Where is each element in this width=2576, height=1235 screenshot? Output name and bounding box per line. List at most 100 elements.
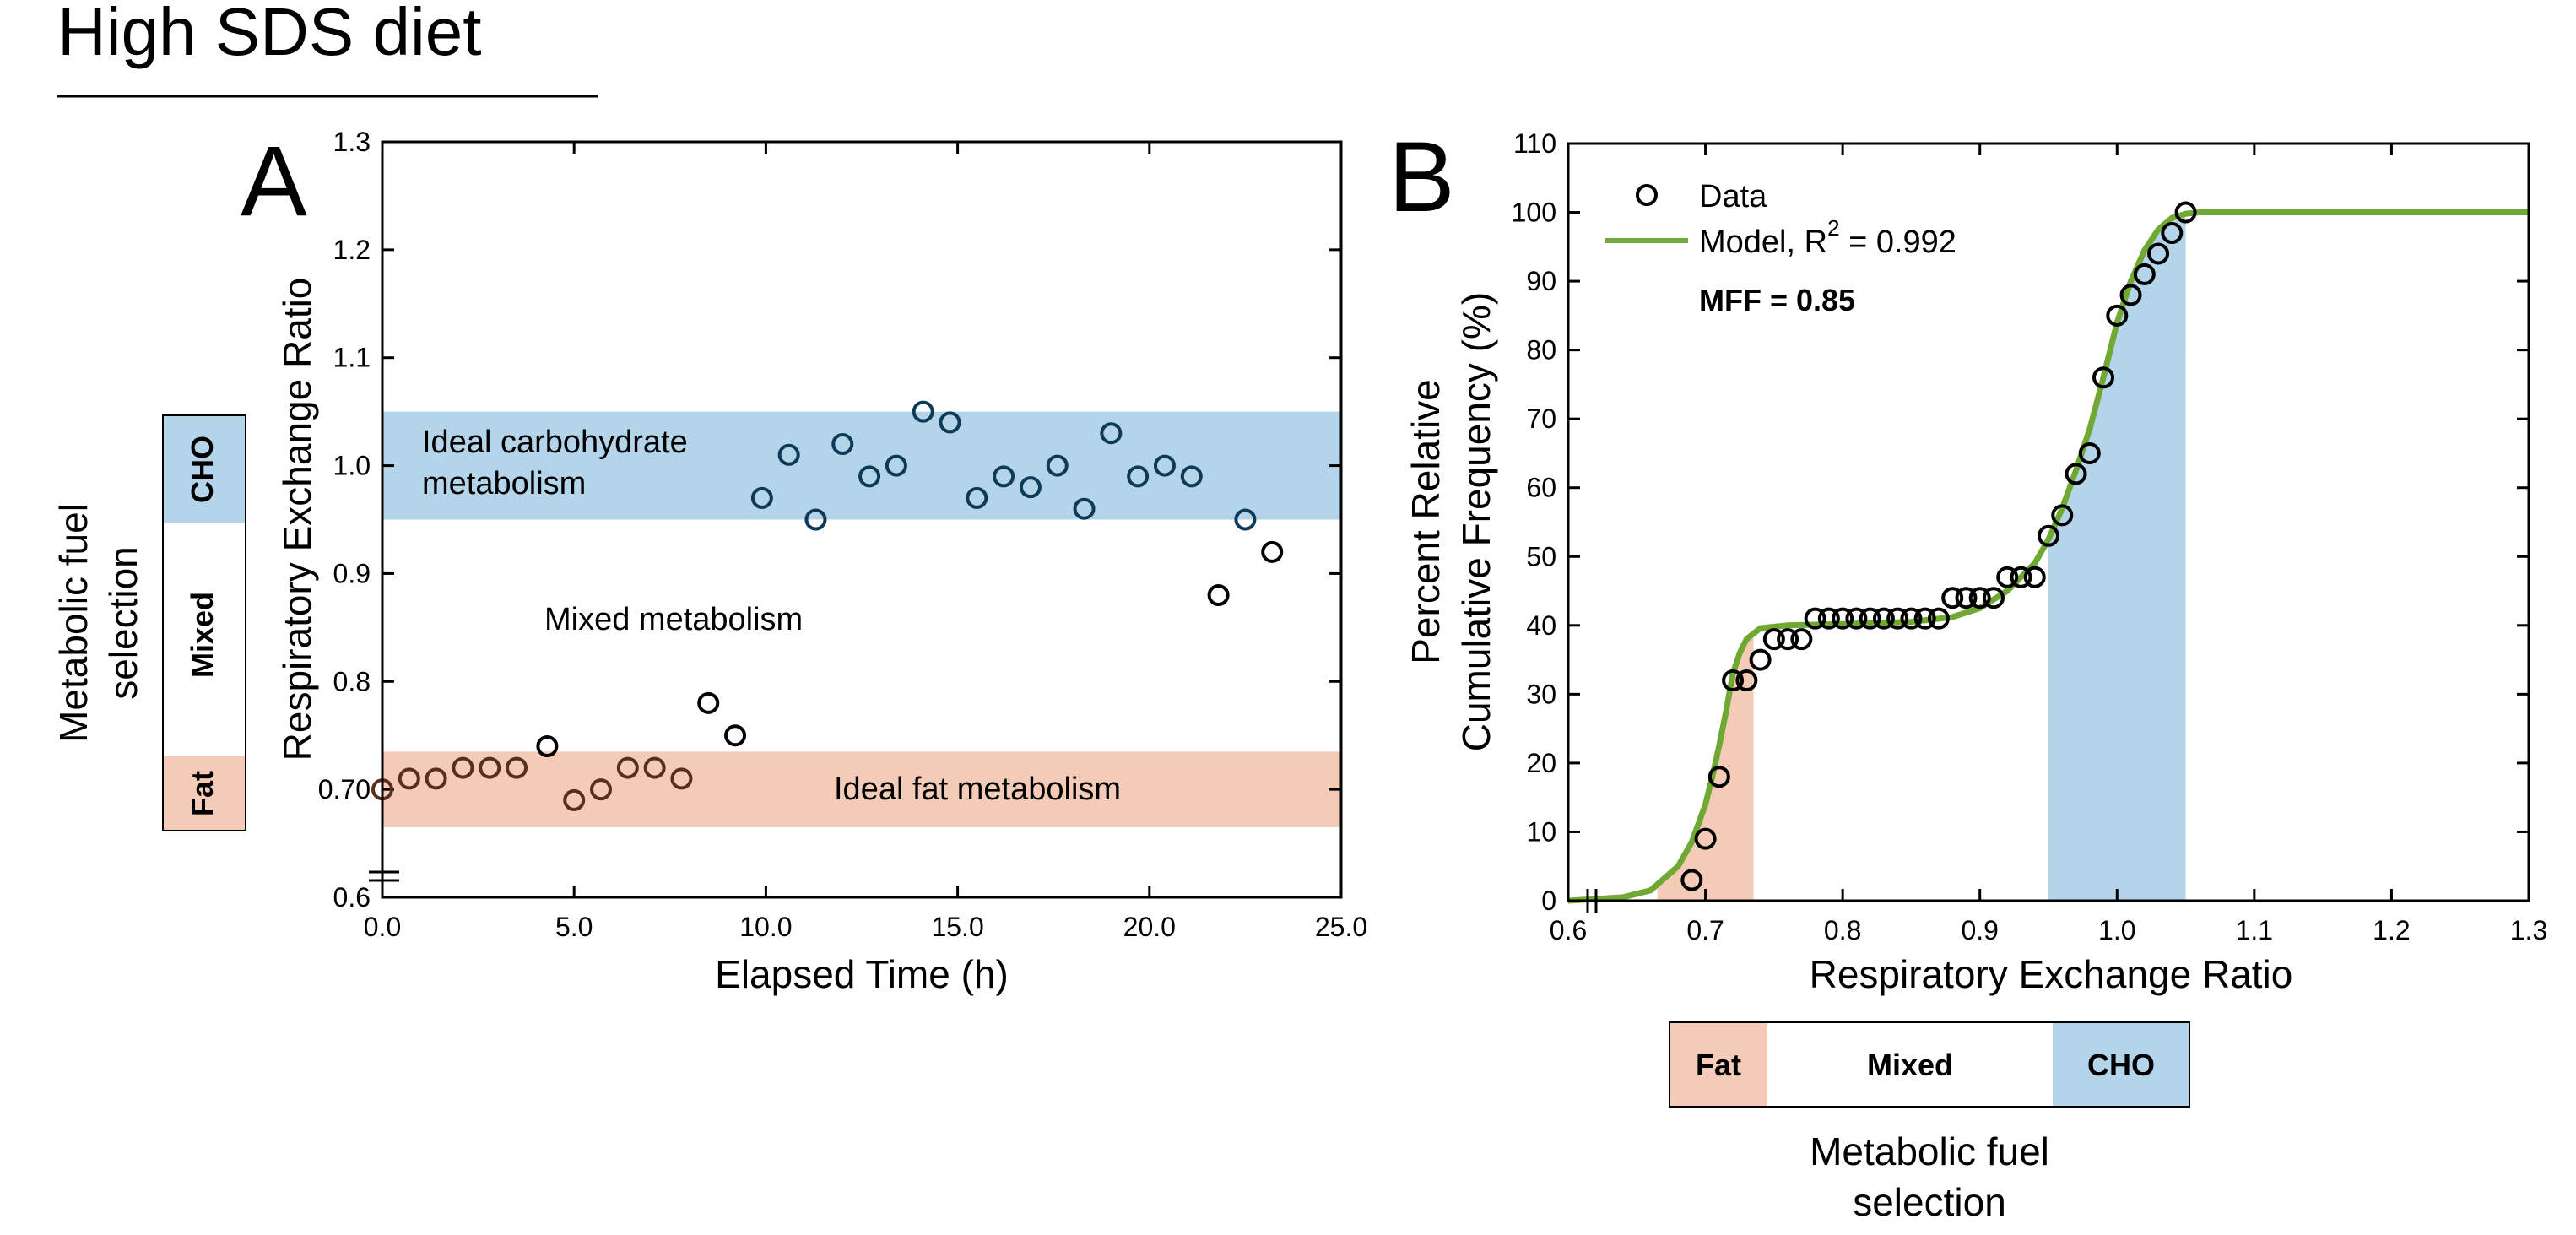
data-point xyxy=(1749,648,1772,671)
data-point xyxy=(750,486,773,509)
data-point xyxy=(590,778,613,801)
y-tick-label: 0.70 xyxy=(318,774,371,804)
data-point xyxy=(2119,284,2142,306)
panel-b-ylabel-line2: Cumulative Frequency (%) xyxy=(1454,292,1498,752)
x-tick-label: 15.0 xyxy=(931,912,983,942)
data-point xyxy=(1941,587,1964,609)
data-point xyxy=(643,756,666,779)
y-tick-label: 70 xyxy=(1526,404,1556,434)
data-point xyxy=(2161,222,2184,245)
x-tick-label: 0.9 xyxy=(1961,915,1998,945)
data-point xyxy=(1180,465,1203,488)
data-point xyxy=(1777,628,1799,651)
data-point xyxy=(1996,566,2019,588)
mixed-metabolism-label: Mixed metabolism xyxy=(544,602,803,637)
fuel-hlabel-mixed: Mixed xyxy=(1867,1048,1953,1082)
fuel-hbar-fat xyxy=(1670,1022,1767,1107)
fuel-selection-horizontal: Fat Mixed CHO Metabolic fuel selection xyxy=(1669,1021,2190,1224)
y-tick-label: 0.6 xyxy=(333,882,371,913)
data-point xyxy=(1707,766,1730,788)
data-point xyxy=(1927,607,1950,630)
y-tick-label: 60 xyxy=(1526,473,1556,503)
fuel-bar-fat xyxy=(163,756,246,831)
data-point xyxy=(1722,669,1745,692)
data-point xyxy=(2023,566,2046,588)
x-tick-label: 0.6 xyxy=(1550,915,1587,945)
data-point xyxy=(2038,524,2059,547)
panel-b-xlabel: Respiratory Exchange Ratio xyxy=(1810,952,2293,996)
y-tick-label: 0 xyxy=(1541,886,1556,916)
data-point xyxy=(1900,607,1923,630)
data-point xyxy=(1872,607,1895,630)
band-cho-label-line1: Ideal carbohydrate xyxy=(422,425,688,460)
page-title: High SDS diet xyxy=(57,0,481,69)
data-point xyxy=(2051,504,2074,527)
data-point xyxy=(1817,607,1840,630)
fuel-hbar-mixed xyxy=(1767,1022,2053,1107)
data-point xyxy=(536,735,559,757)
fuel-htitle-line2: selection xyxy=(1853,1180,2006,1224)
data-point xyxy=(993,465,1015,488)
data-point xyxy=(2106,304,2129,327)
panel-a-letter: A xyxy=(241,126,307,237)
band-fat-label: Ideal fat metabolism xyxy=(834,772,1121,807)
data-point xyxy=(1127,465,1150,488)
fuel-label-cho: CHO xyxy=(185,436,219,503)
fuel-selection-vertical: CHO Mixed Fat Metabolic fuel selection xyxy=(51,414,246,831)
y-tick-label: 1.3 xyxy=(333,127,371,157)
panel-b-chart: 0 10 20 30 40 50 60 70 80 90 100 110 0.6 0.7 0.8 0.9 1.0… xyxy=(1404,128,2547,996)
legend-data-label: Data xyxy=(1699,179,1767,214)
fuel-title-line1: Metabolic fuel xyxy=(51,503,95,743)
data-point xyxy=(1046,454,1069,477)
data-point xyxy=(1982,587,2005,609)
x-tick-label: 1.2 xyxy=(2373,915,2410,945)
y-tick-label: 10 xyxy=(1526,816,1556,847)
y-tick-label: 100 xyxy=(1512,198,1556,228)
data-point xyxy=(1680,869,1703,891)
panel-a-chart: Ideal carbohydrate metabolism Ideal fat … xyxy=(275,127,1367,996)
data-point xyxy=(1968,587,1991,609)
data-point xyxy=(1762,628,1785,651)
data-point xyxy=(2078,441,2101,464)
data-point xyxy=(1735,669,1758,692)
panel-a-xlabel: Elapsed Time (h) xyxy=(715,952,1009,996)
data-point xyxy=(2133,263,2156,285)
data-point xyxy=(724,724,747,747)
y-tick-label: 1.0 xyxy=(333,451,371,481)
panel-b-axis-break xyxy=(1586,889,1598,913)
fuel-hlabel-fat: Fat xyxy=(1696,1048,1741,1082)
y-tick-label: 1.2 xyxy=(333,235,371,265)
y-tick-label: 1.1 xyxy=(333,343,371,373)
fuel-hlabel-cho: CHO xyxy=(2087,1048,2155,1082)
mff-label: MFF = 0.85 xyxy=(1699,283,1855,317)
data-point xyxy=(1886,607,1909,630)
y-tick-label: 50 xyxy=(1526,541,1556,571)
data-point xyxy=(912,400,934,423)
data-point xyxy=(885,454,907,477)
data-point xyxy=(1859,607,1881,630)
data-point xyxy=(1073,497,1096,520)
data-point xyxy=(1261,540,1284,563)
data-point xyxy=(2147,242,2170,265)
data-point xyxy=(1790,628,1813,651)
panel-b-ylabel-line1: Percent Relative xyxy=(1404,379,1448,664)
band-fat xyxy=(382,751,1341,827)
x-tick-label: 10.0 xyxy=(739,912,792,942)
data-point xyxy=(2092,366,2115,389)
data-point xyxy=(506,756,528,779)
y-tick-label: 40 xyxy=(1526,610,1556,641)
panel-a-ylabel: Respiratory Exchange Ratio xyxy=(275,278,319,761)
x-tick-label: 1.1 xyxy=(2236,915,2273,945)
panel-a-frame xyxy=(381,140,1343,899)
data-point xyxy=(2065,463,2087,485)
data-point xyxy=(858,465,881,488)
panel-b-letter: B xyxy=(1388,122,1455,233)
fuel-htitle-line1: Metabolic fuel xyxy=(1810,1129,2049,1173)
data-point xyxy=(425,767,447,790)
data-point xyxy=(1153,454,1176,477)
data-point xyxy=(1804,607,1826,630)
x-tick-label: 25.0 xyxy=(1315,912,1367,942)
data-point xyxy=(398,767,420,790)
legend-data-marker xyxy=(1636,184,1658,206)
